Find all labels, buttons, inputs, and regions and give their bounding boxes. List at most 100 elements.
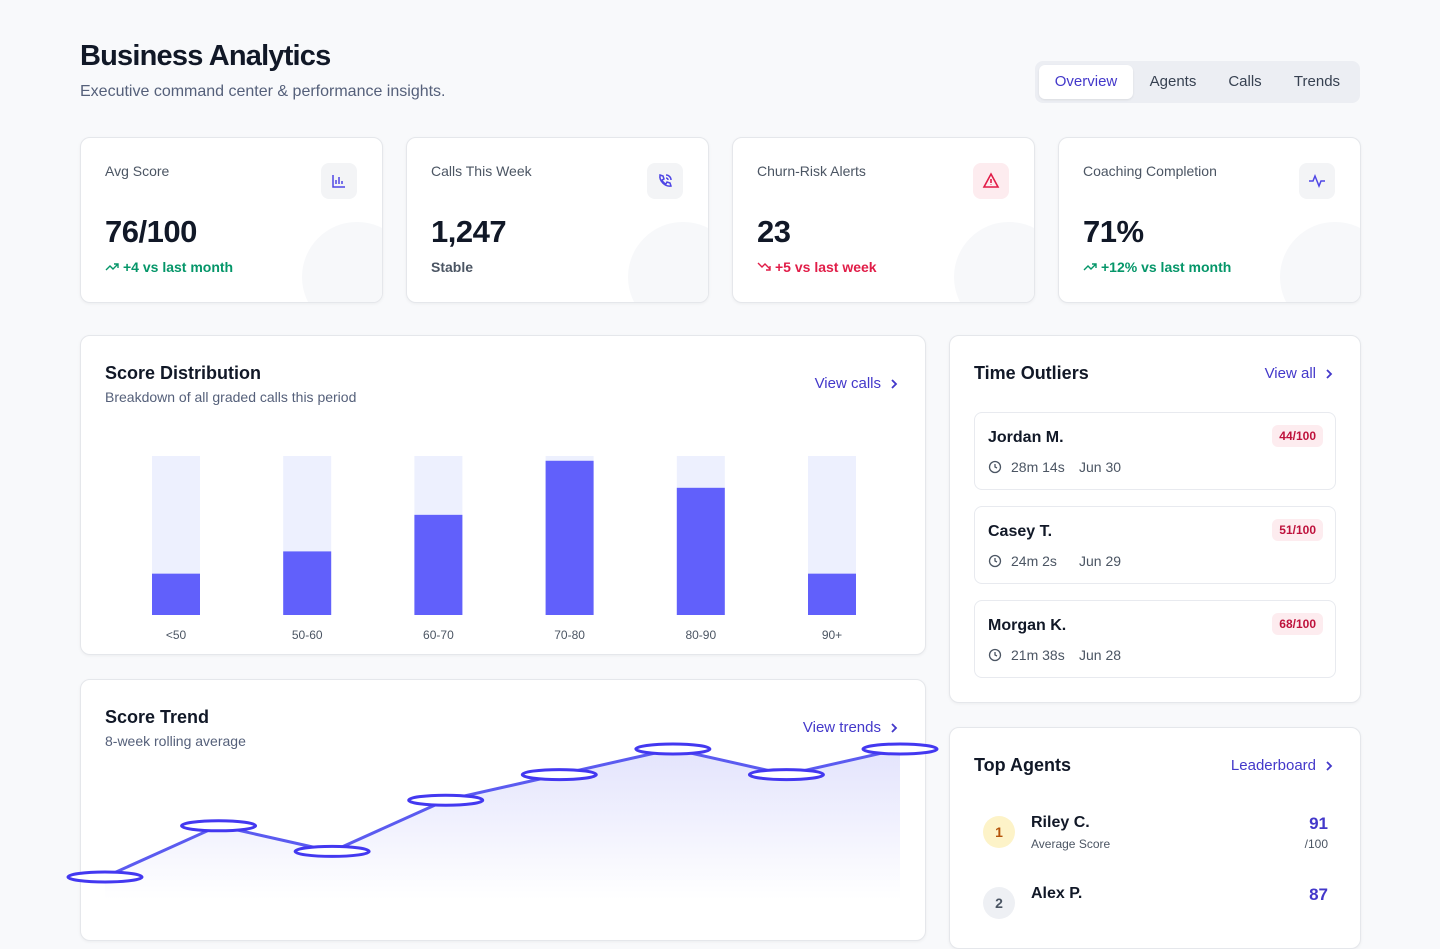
clock-icon [988, 554, 1002, 573]
card-title: Top Agents [974, 755, 1071, 775]
bar [676, 487, 725, 615]
kpi-icon [647, 163, 683, 199]
score-trend-card: Score Trend 8-week rolling average View … [80, 679, 926, 941]
card-title: Time Outliers [974, 363, 1089, 383]
clock-icon [988, 460, 1002, 479]
icon [988, 648, 1002, 662]
card-title: Score Trend [105, 707, 210, 727]
delta-text: +4 vs last month [123, 259, 234, 275]
trend-icon [105, 263, 119, 271]
kpi-icon [1299, 163, 1335, 199]
icon [659, 174, 672, 187]
kpi-card: Calls This Week 1,247 Stable [406, 137, 709, 303]
rank-badge: 2 [983, 887, 1015, 919]
chevron [1326, 369, 1333, 379]
kpi-card: Churn-Risk Alerts 23 +5 vs last week [732, 137, 1035, 303]
chevron [891, 379, 898, 389]
kpi-value: 1,247 [431, 214, 507, 249]
x-tick-label: <50 [166, 628, 187, 642]
duration: 28m 14s [1011, 459, 1065, 475]
top-agents-card: Top Agents Leaderboard 1 Riley C. Average … [949, 727, 1361, 949]
view-all-link[interactable]: View all [1264, 365, 1316, 382]
bar [808, 573, 856, 615]
page-title: Business Analytics [80, 40, 331, 72]
kpi-card: Coaching Completion 71% +12% vs last month [1058, 137, 1361, 303]
chevron [1326, 761, 1333, 771]
trend-icon [757, 262, 771, 271]
time-outliers-card: Time Outliers View all Jordan M. 44/100 28… [949, 335, 1361, 703]
x-tick-label: 90+ [822, 628, 842, 642]
duration: 24m 2s [1011, 553, 1057, 569]
decoration [954, 222, 1034, 302]
view-calls-link[interactable]: View calls [814, 375, 881, 392]
bar [152, 573, 200, 615]
x-tick-label: 60-70 [423, 628, 454, 642]
kpi-value: 71% [1083, 214, 1144, 249]
x-tick-label: 80-90 [685, 628, 716, 642]
tab[interactable]: Agents [1149, 73, 1197, 90]
view-trends-link[interactable]: View trends [802, 719, 881, 736]
outlier-row[interactable]: Morgan K. 68/100 21m 38s Jun 28 [974, 600, 1336, 678]
bar [283, 551, 332, 615]
date: Jun 30 [1079, 459, 1122, 475]
agent-name: Riley C. [1031, 814, 1090, 831]
kpi-icon [973, 163, 1009, 199]
agent-name: Alex P. [1031, 885, 1083, 902]
icon [1309, 173, 1325, 189]
duration: 21m 38s [1011, 647, 1065, 663]
card-title: Score Distribution [105, 363, 262, 383]
icon [988, 460, 1002, 474]
tab[interactable]: Overview [1039, 65, 1133, 99]
x-tick-label: 70-80 [554, 628, 585, 642]
x-tick-label: 50-60 [292, 628, 323, 642]
kpi-label: Avg Score [105, 163, 170, 179]
outlier-row[interactable]: Jordan M. 44/100 28m 14s Jun 30 [974, 412, 1336, 490]
agent-caption: Average Score [1031, 837, 1111, 851]
bar [545, 460, 594, 615]
score-distribution-card: Score Distribution Breakdown of all grad… [80, 335, 926, 655]
chevron [891, 723, 898, 733]
kpi-delta: +12% vs last month [1083, 259, 1231, 275]
kpi-label: Coaching Completion [1083, 163, 1217, 179]
score-badge: 51/100 [1272, 519, 1323, 541]
date: Jun 29 [1079, 553, 1122, 569]
kpi-value: 23 [757, 214, 791, 249]
kpi-icon [321, 163, 357, 199]
page-subtitle: Executive command center & performance i… [80, 83, 446, 100]
bar [414, 514, 463, 615]
kpi-delta: +4 vs last month [105, 259, 233, 275]
bar-chart: <50 50-60 60-70 70-80 80-90 90+ [152, 456, 856, 642]
agent-name: Jordan M. [988, 429, 1064, 446]
agent-score: 91 [1309, 814, 1328, 833]
decoration [302, 222, 382, 302]
agent-name: Morgan K. [988, 617, 1067, 634]
kpi-label: Churn-Risk Alerts [757, 163, 866, 179]
outlier-row[interactable]: Casey T. 51/100 24m 2s Jun 29 [974, 506, 1336, 584]
clock-icon [988, 648, 1002, 667]
date: Jun 28 [1079, 647, 1122, 663]
delta-text: +5 vs last week [775, 259, 877, 275]
decoration [1280, 222, 1360, 302]
tab-bar: Overview Agents Calls Trends [1035, 61, 1360, 103]
leaderboard-link[interactable]: Leaderboard [1230, 757, 1316, 774]
delta-text: Stable [431, 259, 474, 275]
agent-name: Casey T. [988, 523, 1053, 540]
icon [988, 554, 1002, 568]
kpi-label: Calls This Week [431, 163, 532, 179]
page: Business Analytics Executive command cen… [66, 40, 1361, 949]
decoration [628, 222, 708, 302]
kpi-delta: Stable [431, 259, 473, 275]
tab[interactable]: Calls [1228, 73, 1262, 90]
agent-score: 87 [1309, 885, 1328, 904]
icon [332, 175, 345, 188]
delta-text: +12% vs last month [1101, 259, 1232, 275]
score-badge: 68/100 [1272, 613, 1323, 635]
card-subtitle: Breakdown of all graded calls this perio… [105, 389, 357, 405]
score-unit: /100 [1304, 837, 1328, 851]
kpi-value: 76/100 [105, 214, 197, 249]
score-badge: 44/100 [1272, 425, 1323, 447]
rank-badge: 1 [983, 816, 1015, 848]
icon [982, 172, 1000, 188]
kpi-delta: +5 vs last week [757, 259, 877, 275]
tab[interactable]: Trends [1293, 73, 1341, 90]
